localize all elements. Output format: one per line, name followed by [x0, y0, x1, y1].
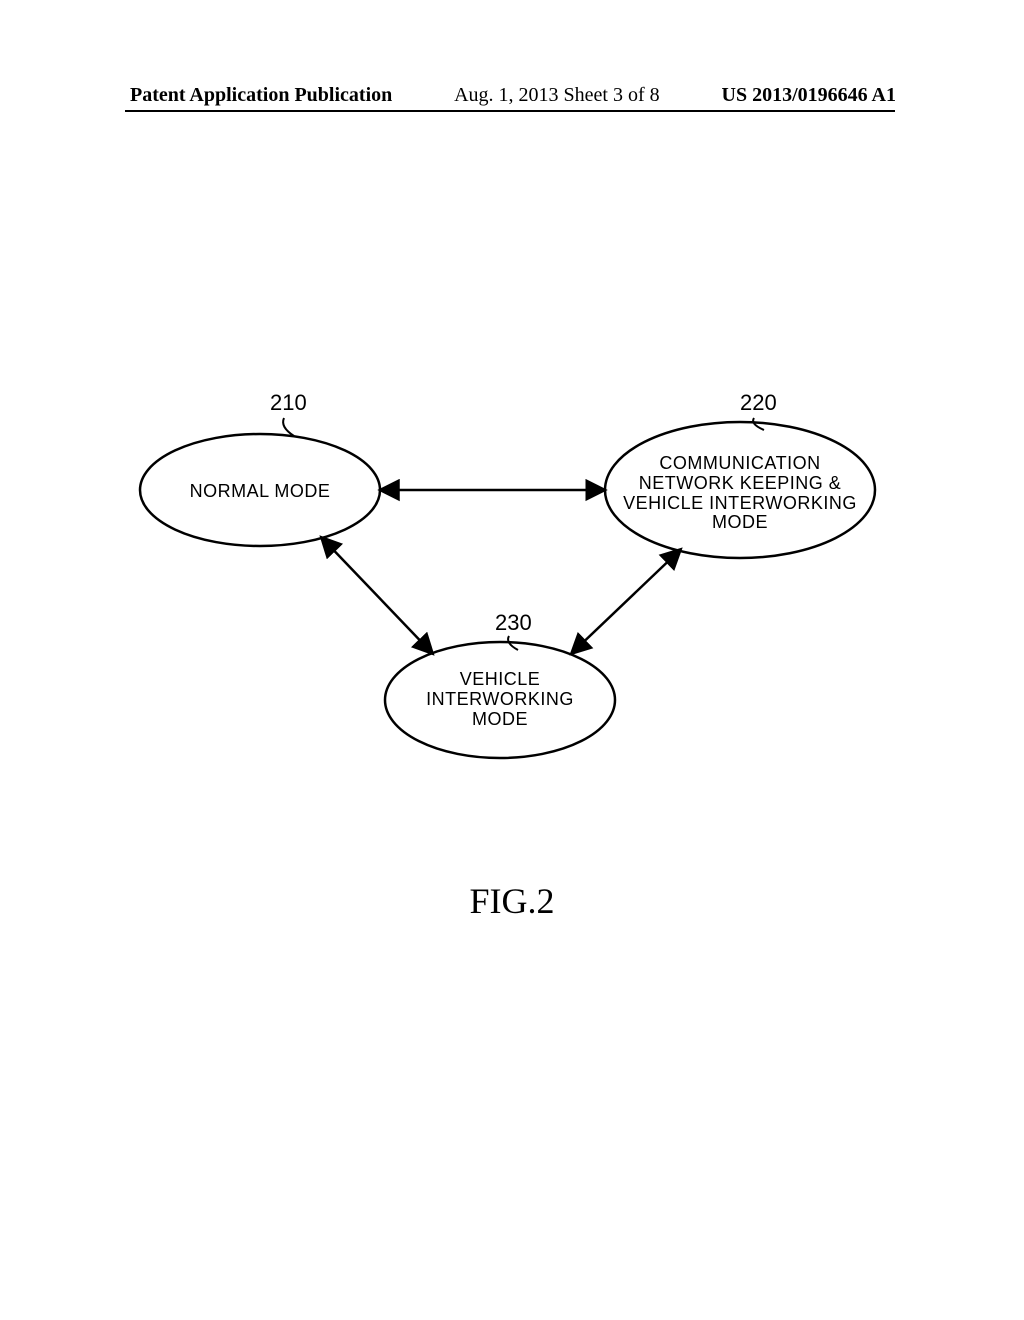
node-vehicle-label: VEHICLEINTERWORKINGMODE: [400, 670, 600, 729]
ref-220: 220: [740, 390, 777, 416]
ref-210: 210: [270, 390, 307, 416]
state-diagram: [0, 0, 1024, 1320]
figure-caption: FIG.2: [0, 880, 1024, 922]
node-normal-label: NORMAL MODE: [160, 482, 360, 502]
ref-230: 230: [495, 610, 532, 636]
node-comm-label: COMMUNICATIONNETWORK KEEPING &VEHICLE IN…: [620, 454, 860, 533]
